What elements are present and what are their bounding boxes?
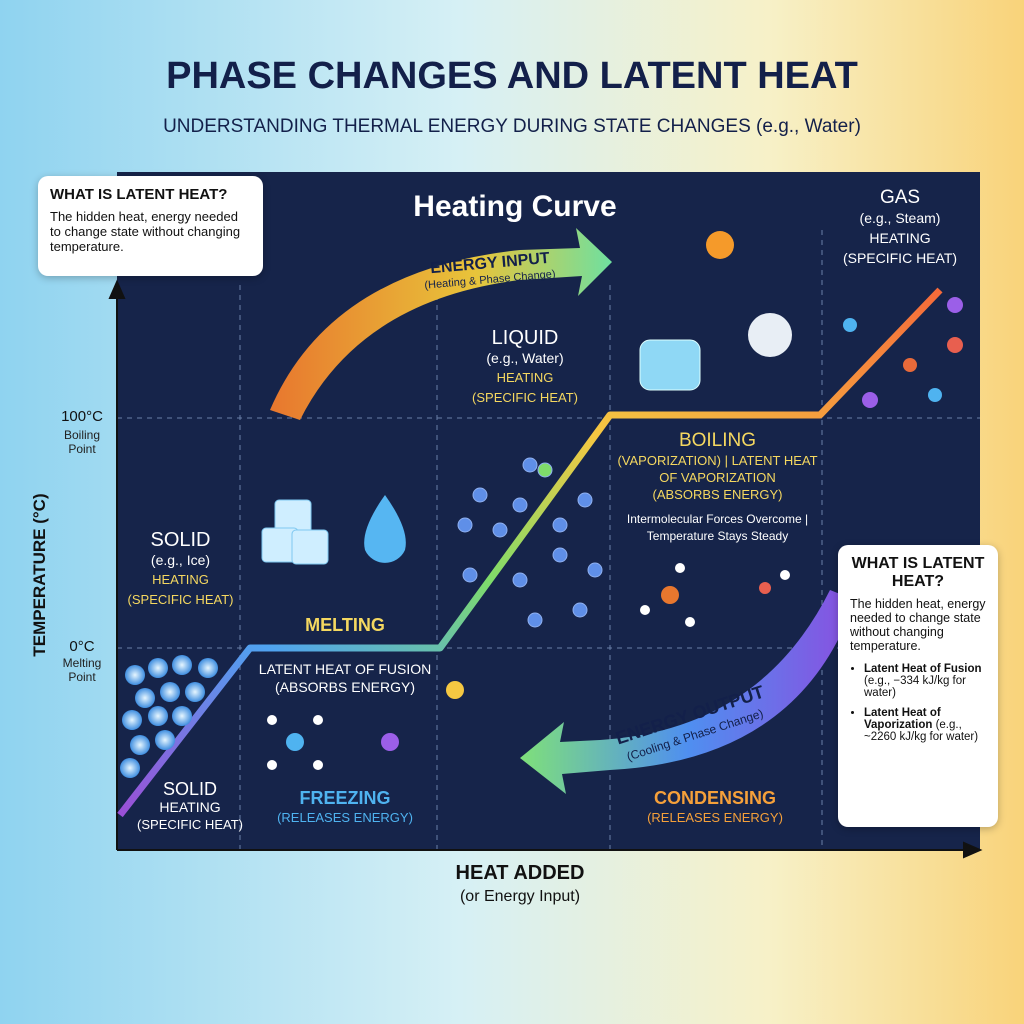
region-title: BOILING: [678, 430, 757, 451]
liquid-region: LIQUID (e.g., Water) HEATING (SPECIFIC HEAT…: [440, 328, 610, 408]
boiling-temp: 100°C: [61, 408, 103, 425]
region-process: HEATING: [869, 230, 931, 246]
info-title: WHAT IS LATENT HEAT?: [50, 186, 228, 203]
region-energy: (RELEASES ENERGY): [277, 810, 413, 825]
bullet: Latent Heat of Vaporization (e.g., ~2260…: [864, 707, 986, 743]
condensing-region: CONDENSING (RELEASES ENERGY): [630, 788, 800, 828]
region-example: (e.g., Water): [486, 350, 564, 366]
info-box-top: WHAT IS LATENT HEAT? The hidden heat, en…: [38, 176, 263, 276]
melting-title: MELTING: [305, 615, 385, 635]
region-title: SOLID: [162, 779, 218, 799]
info-text: The hidden heat, energy needed to change…: [850, 597, 986, 653]
vapor-molecules: [640, 563, 790, 627]
region-example: (e.g., Ice): [150, 552, 211, 568]
bullet-detail: (e.g., ~2260 kJ/kg for water): [864, 719, 979, 743]
region-detail: (SPECIFIC HEAT): [472, 390, 578, 405]
title: PHASE CHANGES AND LATENT HEAT: [166, 55, 858, 97]
region-title: LIQUID: [491, 327, 559, 349]
region-energy: (ABSORBS ENERGY): [652, 487, 783, 502]
region-note: Intermolecular Forces Overcome | Tempera…: [626, 512, 809, 543]
liquid-molecules: [457, 457, 603, 628]
solid-lower-region: SOLID HEATING (SPECIFIC HEAT): [130, 780, 250, 834]
subtitle: UNDERSTANDING THERMAL ENERGY DURING STAT…: [163, 116, 861, 137]
info-title: WHAT IS LATENT HEAT?: [851, 555, 985, 590]
region-process: HEATING: [496, 370, 554, 385]
panel-title: Heating Curve: [413, 190, 617, 223]
axes: [108, 279, 983, 859]
region-energy: (ABSORBS ENERGY): [274, 679, 416, 695]
ice-cubes: [261, 499, 329, 565]
region-detail: (SPECIFIC HEAT): [127, 592, 234, 607]
region-example: (e.g., Steam): [859, 210, 941, 226]
region-detail: LATENT HEAT OF FUSION: [258, 661, 432, 677]
heating-curve: [117, 287, 943, 818]
x-axis-sublabel: (or Energy Input): [459, 888, 581, 905]
freezing-molecules: [267, 681, 464, 770]
info-box-right: WHAT IS LATENT HEAT? The hidden heat, en…: [838, 545, 998, 827]
boiling-region: BOILING (VAPORIZATION) | LATENT HEAT OF V…: [615, 430, 820, 545]
bullet-detail: (e.g., −334 kJ/kg for water): [864, 675, 966, 699]
melting-temp: 0°C: [69, 638, 95, 655]
freezing-region: FREEZING (RELEASES ENERGY): [265, 788, 425, 828]
bullet-term: Latent Heat of Vaporization: [864, 707, 941, 731]
gas-molecules: [843, 297, 963, 408]
water-drop: [364, 495, 406, 563]
grid: [117, 230, 980, 850]
gas-region: GAS (e.g., Steam) HEATING (SPECIFIC HEAT): [825, 188, 975, 268]
region-detail: (VAPORIZATION) | LATENT HEAT OF VAPORIZA…: [617, 453, 818, 485]
region-title: CONDENSING: [653, 788, 776, 808]
region-process: HEATING: [159, 799, 221, 815]
region-title: SOLID: [150, 529, 211, 551]
region-process: HEATING: [152, 572, 209, 587]
solid-upper-region: SOLID (e.g., Ice) HEATING (SPECIFIC HEAT): [118, 530, 243, 610]
y-axis-label: TEMPERATURE (°C): [30, 493, 49, 657]
bullet: Latent Heat of Fusion (e.g., −334 kJ/kg …: [864, 663, 986, 699]
region-title: GAS: [879, 187, 921, 208]
melting-region: LATENT HEAT OF FUSION (ABSORBS ENERGY): [250, 660, 440, 696]
melting-point-label: Melting Point: [62, 656, 102, 684]
ice-molecules: [120, 655, 218, 778]
energy-input-arrow: [270, 228, 612, 420]
region-title: FREEZING: [299, 788, 391, 808]
region-energy: (RELEASES ENERGY): [647, 810, 783, 825]
boiling-icons: [639, 231, 792, 391]
x-axis-label: HEAT ADDED: [455, 862, 585, 884]
region-detail: (SPECIFIC HEAT): [842, 250, 958, 266]
bullet-term: Latent Heat of Fusion: [864, 663, 982, 675]
info-text: The hidden heat, energy needed to change…: [50, 209, 241, 254]
boiling-point-label: Boiling Point: [63, 428, 101, 456]
energy-output-arrow: [520, 590, 855, 794]
region-detail: (SPECIFIC HEAT): [137, 817, 243, 832]
